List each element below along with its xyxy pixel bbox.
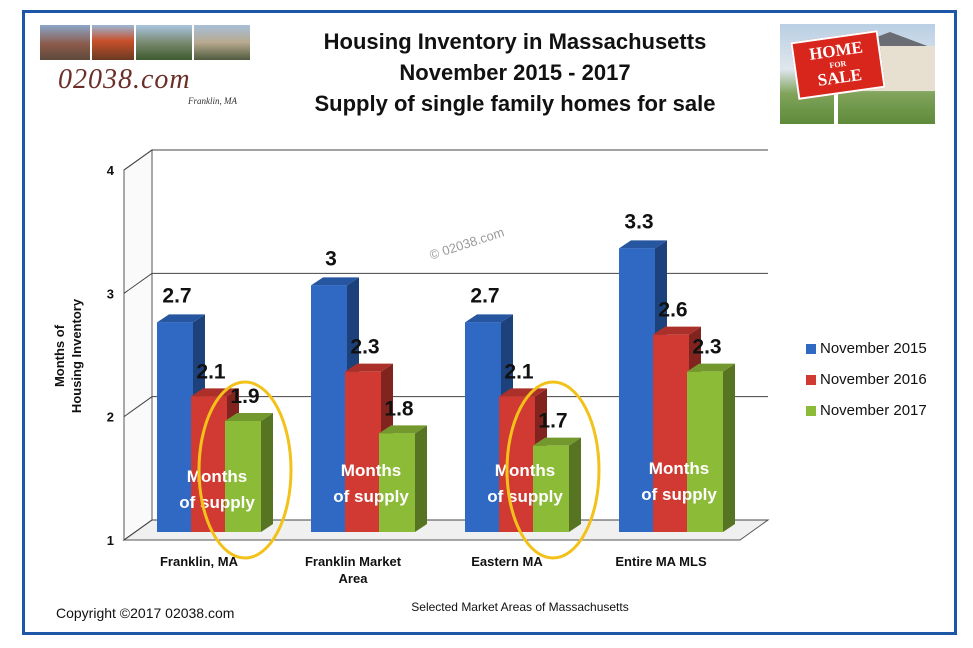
town-photo-3 [136, 25, 192, 60]
bar [619, 248, 655, 533]
legend-swatch-2017 [806, 406, 816, 416]
x-axis-label: Selected Market Areas of Massachusetts [411, 600, 629, 614]
bar [345, 371, 381, 532]
logo-subtext: Franklin, MA [188, 96, 237, 106]
bar-top [345, 363, 393, 372]
x-tick-label: Franklin Market [305, 554, 402, 569]
highlight-ring [505, 380, 601, 560]
data-label: 2.6 [658, 299, 687, 322]
logo-photo-strip [40, 25, 250, 60]
legend-label-2015: November 2015 [820, 340, 927, 357]
months-of-supply-annotation: of supply [333, 487, 409, 506]
bar-top [465, 314, 513, 323]
bar-top [157, 314, 205, 323]
months-of-supply-annotation: of supply [487, 487, 563, 506]
data-label: 2.3 [692, 336, 721, 359]
data-label: 1.9 [230, 385, 259, 408]
bar-side [261, 413, 273, 532]
highlight-ring [197, 380, 293, 560]
bar [653, 334, 689, 532]
side-wall [123, 149, 153, 541]
x-tick-label: Eastern MA [471, 554, 543, 569]
chart-title: Housing Inventory in Massachusetts Novem… [255, 26, 775, 119]
data-label: 1.7 [538, 410, 567, 433]
y-tick-label: 1 [107, 533, 114, 548]
months-of-supply-annotation: Months [187, 467, 247, 486]
copyright: Copyright ©2017 02038.com [56, 605, 235, 621]
bar [533, 445, 569, 532]
data-label: 1.8 [384, 397, 414, 420]
y-axis-label-line-1: Months of [52, 324, 67, 388]
home-for-sale-photo: HOME FOR SALE [780, 24, 935, 124]
months-of-supply-annotation: Months [649, 459, 709, 478]
bar-top [379, 425, 427, 434]
bar-side [569, 437, 581, 532]
town-photo-2 [92, 25, 134, 60]
data-label: 2.1 [504, 360, 534, 383]
data-label: 3 [325, 247, 337, 270]
legend-swatch-2016 [806, 375, 816, 385]
months-of-supply-annotation: of supply [641, 485, 717, 504]
sign-post [834, 92, 838, 124]
y-axis-label-line-2: Housing Inventory [69, 298, 84, 414]
bar [311, 285, 347, 532]
title-line-3: Supply of single family homes for sale [314, 91, 716, 116]
bar-top [311, 277, 359, 286]
data-label: 2.7 [470, 284, 499, 307]
bar [379, 433, 415, 532]
town-photo-1 [40, 25, 90, 60]
gridline-2 [123, 272, 768, 294]
legend-swatch-2015 [806, 344, 816, 354]
bar-top [653, 326, 701, 335]
bar-top [619, 240, 667, 249]
data-label: 3.3 [624, 210, 653, 233]
town-photo-4 [194, 25, 250, 60]
bar [465, 322, 501, 532]
bar-top [687, 363, 735, 372]
y-tick-label: 4 [107, 163, 115, 178]
months-of-supply-annotation: of supply [179, 493, 255, 512]
bar [157, 322, 193, 532]
bar-side [415, 425, 427, 532]
months-of-supply-annotation: Months [341, 461, 401, 480]
y-axis-label: Months of Housing Inventory [51, 276, 85, 436]
gridline-3 [123, 149, 768, 171]
x-tick-label: Franklin, MA [160, 554, 239, 569]
x-tick-label: Area [339, 571, 369, 586]
bar-top [533, 437, 581, 446]
logo-text: 02038.com [58, 64, 191, 95]
data-label: 2.1 [196, 360, 226, 383]
gridline-1 [123, 396, 768, 418]
y-tick-label: 3 [107, 286, 114, 301]
bar-side [723, 363, 735, 532]
y-tick-label: 2 [107, 410, 114, 425]
data-label: 2.3 [350, 336, 379, 359]
bar [225, 421, 261, 532]
title-line-1: Housing Inventory in Massachusetts [323, 29, 707, 54]
title-line-2: November 2015 - 2017 [399, 60, 631, 85]
legend-label-2016: November 2016 [820, 371, 927, 388]
bar [687, 371, 723, 532]
legend-label-2017: November 2017 [820, 402, 927, 419]
x-tick-label: Entire MA MLS [615, 554, 707, 569]
bar-top [225, 413, 273, 421]
data-label: 2.7 [162, 284, 191, 307]
months-of-supply-annotation: Months [495, 461, 555, 480]
